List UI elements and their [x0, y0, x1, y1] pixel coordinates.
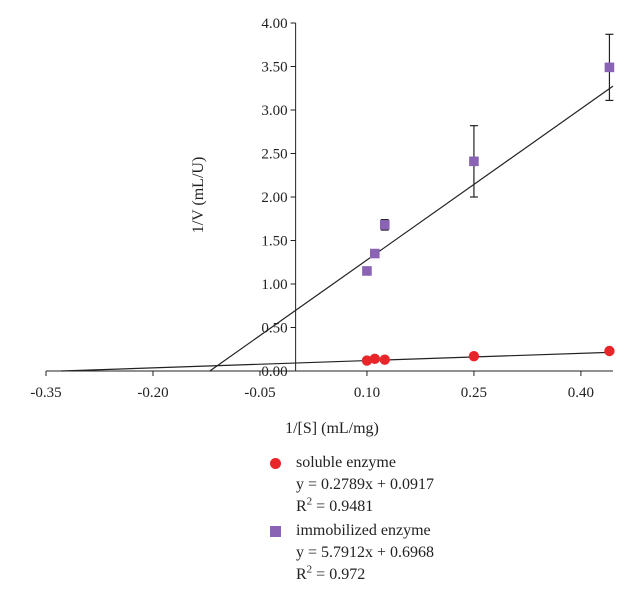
fit-line-1 [209, 85, 614, 372]
r-squared-symbol: R [296, 498, 307, 515]
y-tick-label: 3.00 [261, 103, 287, 119]
legend-marker-circle [270, 458, 281, 469]
data-point-immobilized [369, 248, 380, 259]
legend-entry-immobilized: immobilized enzyme y = 5.7912x + 0.6968 … [270, 520, 600, 586]
tick-labels: -0.35 -0.20 -0.05 0.10 0.25 0.40 0.00 0.50 1.00 1… [30, 16, 594, 401]
legend-r-squared: R2 = 0.972 [296, 563, 366, 583]
y-tick-label: 1.00 [261, 277, 287, 293]
y-tick-label: 2.50 [261, 147, 287, 163]
legend-equation: y = 0.2789x + 0.0917 [296, 476, 435, 493]
y-tick-label: 0.50 [261, 321, 287, 337]
data-points [361, 62, 615, 366]
x-tick-label: 0.10 [354, 385, 380, 401]
error-bars [380, 33, 614, 231]
fit-lines [61, 85, 614, 372]
legend-equation: y = 5.7912x + 0.6968 [296, 544, 435, 561]
lineweaver-burk-chart: -0.35 -0.20 -0.05 0.10 0.25 0.40 0.00 0.50 1.00 1… [30, 16, 615, 437]
y-tick-label: 1.50 [261, 234, 287, 250]
data-point-soluble [604, 345, 615, 357]
axes [45, 22, 613, 376]
y-tick-label: 3.50 [261, 60, 287, 76]
data-point-soluble [369, 353, 380, 365]
x-axis-title: 1/[S] (mL/mg) [285, 420, 379, 437]
legend: soluble enzyme y = 0.2789x + 0.0917 R2 =… [270, 452, 600, 588]
x-tick-label: 0.25 [461, 385, 487, 401]
r-squared-value: = 0.972 [312, 566, 366, 583]
data-point-soluble [379, 354, 390, 365]
y-tick-label: 2.00 [261, 190, 287, 206]
y-axis-title: 1/V (mL/U) [190, 157, 207, 234]
fit-line-0 [61, 351, 614, 372]
r-squared-symbol: R [296, 566, 307, 583]
data-point-immobilized [604, 62, 615, 73]
legend-series-name: immobilized enzyme [296, 522, 431, 539]
legend-series-name: soluble enzyme [296, 454, 396, 471]
data-point-soluble [361, 355, 373, 366]
r-squared-value: = 0.9481 [312, 498, 374, 515]
x-tick-label: -0.35 [30, 385, 61, 401]
y-tick-label: 4.00 [261, 16, 287, 32]
y-tick-label: 0.00 [261, 364, 287, 380]
data-point-immobilized [469, 156, 479, 167]
legend-marker-square [270, 526, 281, 537]
data-point-immobilized [362, 266, 372, 276]
data-point-soluble [468, 351, 480, 362]
x-tick-label: -0.05 [244, 385, 275, 401]
x-tick-label: 0.40 [568, 385, 594, 401]
legend-entry-soluble: soluble enzyme y = 0.2789x + 0.0917 R2 =… [270, 452, 600, 518]
x-tick-label: -0.20 [137, 385, 168, 401]
legend-r-squared: R2 = 0.9481 [296, 495, 374, 515]
data-point-immobilized [379, 220, 390, 230]
